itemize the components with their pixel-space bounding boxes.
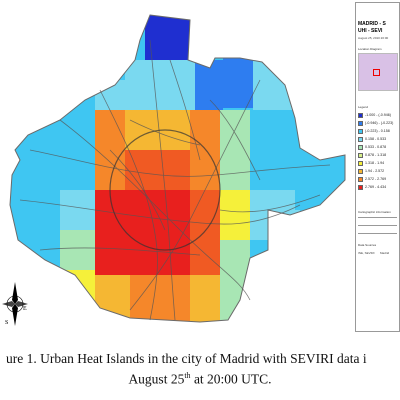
caption-line-1: ure 1. Urban Heat Islands in the city of…: [6, 351, 367, 366]
legend-item-label: -1.000 - (-0.946): [365, 112, 391, 117]
ring-road: [109, 129, 221, 251]
legend-item: 0.878 - 1.318: [358, 153, 400, 159]
legend-item-label: (-0.946) - (-0.223): [365, 120, 394, 125]
data-source-col1: INE, SEVIRI: [358, 251, 375, 255]
legend-item-label: 2.572 - 2.769: [365, 176, 387, 181]
legend-swatch: [358, 113, 363, 118]
legend-swatch: [358, 161, 363, 166]
data-source-col2: Madrid: [380, 251, 390, 255]
info-divider: [358, 225, 397, 226]
road-network: [19, 39, 331, 321]
data-sources-label: Data Sources: [358, 243, 377, 247]
info-divider: [358, 217, 397, 218]
legend-label: Legend: [358, 105, 369, 109]
legend-item: 1.318 - 1.94: [358, 161, 400, 167]
legend-swatch: [358, 121, 363, 126]
city-boundary: [9, 14, 346, 323]
caption-line-2: August 25th at 20:00 UTC.: [0, 367, 400, 388]
legend-item: -1.000 - (-0.946): [358, 113, 400, 119]
uhi-map: E S: [2, 14, 346, 326]
legend-swatch: [358, 185, 363, 190]
legend-item-label: (-0.223) - 0.158: [365, 128, 390, 133]
legend-item: 1.94 - 2.572: [358, 169, 400, 175]
legend-item-label: 0.533 - 0.878: [365, 144, 387, 149]
location-marker: [373, 69, 380, 76]
caption-time: at 20:00 UTC.: [190, 371, 272, 387]
location-diagram-label: Location Diagram: [358, 47, 382, 51]
legend-swatch: [358, 137, 363, 142]
legend-swatch: [358, 145, 363, 150]
legend-item-label: 0.158 - 0.533: [365, 136, 387, 141]
legend-item-label: 2.769 - 4.434: [365, 184, 387, 189]
legend-item: 2.769 - 4.434: [358, 185, 400, 191]
legend-item-label: 0.878 - 1.318: [365, 152, 387, 157]
north-arrow-icon: E S: [2, 282, 28, 326]
legend-item: (-0.946) - (-0.223): [358, 121, 400, 127]
legend-item: 0.158 - 0.533: [358, 137, 400, 143]
legend-item-label: 1.318 - 1.94: [365, 160, 385, 165]
compass-south: S: [5, 320, 8, 326]
legend-swatch: [358, 177, 363, 182]
caption-date: August 25: [128, 371, 185, 387]
legend-swatch: [358, 129, 363, 134]
info-divider: [358, 233, 397, 234]
compass-east: E: [23, 306, 27, 312]
panel-title: MADRID - S: [358, 21, 386, 27]
figure-caption: ure 1. Urban Heat Islands in the city of…: [0, 350, 400, 388]
legend-item-label: 1.94 - 2.572: [365, 168, 385, 173]
legend-item: (-0.223) - 0.158: [358, 129, 400, 135]
uhi-map-canvas: [9, 14, 346, 323]
legend-swatch: [358, 153, 363, 158]
legend-item: 2.572 - 2.769: [358, 177, 400, 183]
caption-date-suffix: th: [184, 371, 191, 380]
panel-subtitle: UHI - SEVI: [358, 28, 383, 34]
legend-item: 0.533 - 0.878: [358, 145, 400, 151]
map-legend-panel: MADRID - S UHI - SEVI August 25, 2010 20…: [355, 2, 400, 332]
cartographic-info-label: Cartographic information: [358, 210, 391, 214]
location-diagram: [358, 53, 398, 91]
legend-swatch: [358, 169, 363, 174]
panel-date-line: August 25, 2010 20:00: [358, 36, 389, 40]
